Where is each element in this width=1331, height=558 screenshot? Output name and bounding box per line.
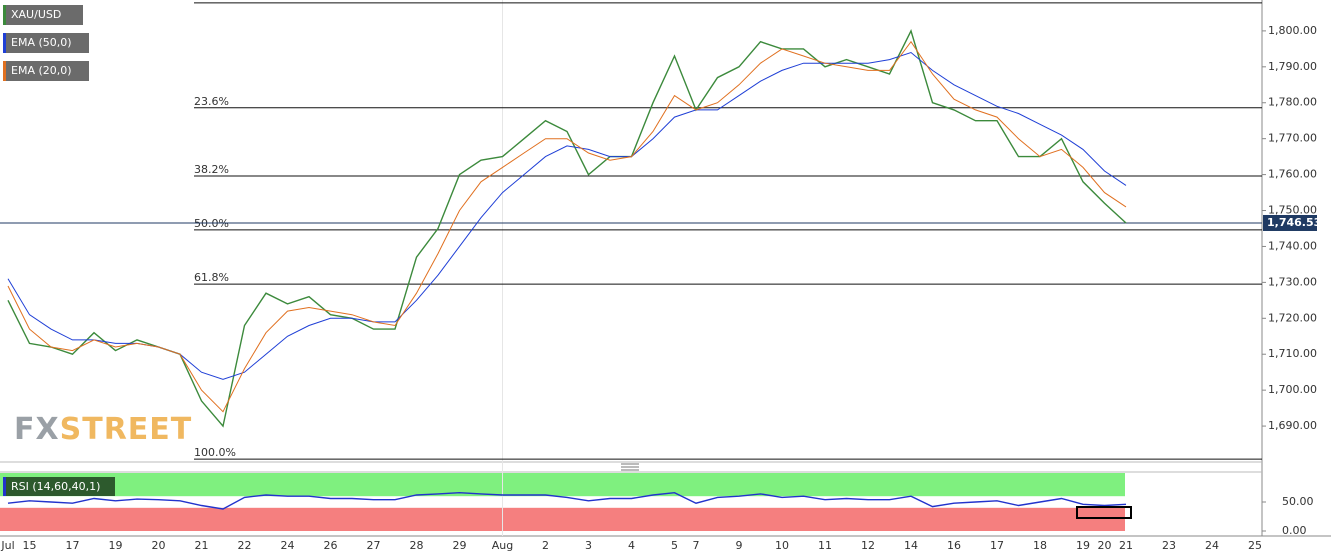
y-tick-label: 50.00	[1282, 495, 1314, 508]
legend-label: EMA (50,0)	[11, 36, 72, 49]
legend-box[interactable]	[3, 33, 89, 53]
y-tick-label: 1,800.00	[1268, 24, 1317, 37]
fib-label: 61.8%	[194, 271, 229, 284]
x-tick-label: 20	[152, 539, 166, 552]
y-tick-label: 1,780.00	[1268, 96, 1317, 109]
x-tick-label: 22	[238, 539, 252, 552]
y-tick-label: 1,720.00	[1268, 311, 1317, 324]
panel-handle[interactable]	[621, 463, 639, 471]
x-tick-label: 12	[861, 539, 875, 552]
legend-swatch	[3, 477, 6, 496]
series-line	[7, 40, 1127, 413]
x-tick-label: 28	[410, 539, 424, 552]
legend-label: XAU/USD	[11, 8, 61, 21]
x-tick-label: 2	[542, 539, 549, 552]
watermark-fx: FX	[14, 412, 60, 447]
x-tick-label: 19	[109, 539, 123, 552]
x-tick-label: 11	[818, 539, 832, 552]
rsi-upper-band	[0, 473, 1125, 497]
x-tick-label: 5	[671, 539, 678, 552]
x-tick-label: Aug	[492, 539, 513, 552]
y-tick-label: 1,770.00	[1268, 132, 1317, 145]
legend-label: RSI (14,60,40,1)	[11, 480, 100, 493]
x-tick-label: 4	[628, 539, 635, 552]
x-tick-label: 3	[585, 539, 592, 552]
y-tick-label: 1,760.00	[1268, 168, 1317, 181]
x-tick-label: 9	[736, 539, 743, 552]
last-price-badge	[1263, 214, 1317, 231]
series-line	[7, 51, 1127, 380]
series-line	[7, 491, 1127, 510]
x-tick-label: Jul	[0, 539, 14, 552]
legend-box[interactable]	[3, 5, 83, 25]
y-tick-label: 1,730.00	[1268, 275, 1317, 288]
x-tick-label: 19	[1076, 539, 1090, 552]
legend-swatch	[3, 5, 6, 25]
x-tick-label: 16	[947, 539, 961, 552]
x-tick-label: 24	[1205, 539, 1219, 552]
y-tick-label: 1,710.00	[1268, 347, 1317, 360]
x-tick-label: 26	[324, 539, 338, 552]
y-tick-label: 1,700.00	[1268, 383, 1317, 396]
x-tick-label: 29	[453, 539, 467, 552]
series-line	[7, 29, 1127, 428]
y-tick-label: 1,790.00	[1268, 60, 1317, 73]
x-tick-label: 14	[904, 539, 918, 552]
y-tick-label: 1,750.00	[1268, 204, 1317, 217]
legend-swatch	[3, 61, 6, 81]
legend-swatch	[3, 33, 6, 53]
watermark: FXSTREET	[14, 412, 192, 447]
y-tick-label: 1,690.00	[1268, 419, 1317, 432]
fib-label: 38.2%	[194, 163, 229, 176]
y-tick-label: 0.00	[1282, 524, 1307, 537]
rsi-lower-band	[0, 507, 1125, 531]
x-tick-label: 15	[23, 539, 37, 552]
legend-label: EMA (20,0)	[11, 64, 72, 77]
fib-label: 100.0%	[194, 446, 236, 459]
x-tick-label: 7	[693, 539, 700, 552]
x-tick-label: 23	[1162, 539, 1176, 552]
legend-box	[3, 477, 115, 496]
x-tick-label: 20	[1098, 539, 1112, 552]
x-tick-label: 24	[281, 539, 295, 552]
x-tick-label: 27	[367, 539, 381, 552]
x-tick-label: 25	[1248, 539, 1262, 552]
y-tick-label: 1,740.00	[1268, 239, 1317, 252]
x-tick-label: 10	[775, 539, 789, 552]
watermark-street: STREET	[60, 412, 193, 447]
fib-label: 23.6%	[194, 95, 229, 108]
x-tick-label: 17	[990, 539, 1004, 552]
rsi-marker-box	[1076, 506, 1132, 519]
x-tick-label: 21	[195, 539, 209, 552]
last-price-label: 1,746.53	[1267, 216, 1321, 229]
x-tick-label: 18	[1033, 539, 1047, 552]
x-tick-label: 21	[1119, 539, 1133, 552]
legend-box[interactable]	[3, 61, 89, 81]
x-tick-label: 17	[66, 539, 80, 552]
